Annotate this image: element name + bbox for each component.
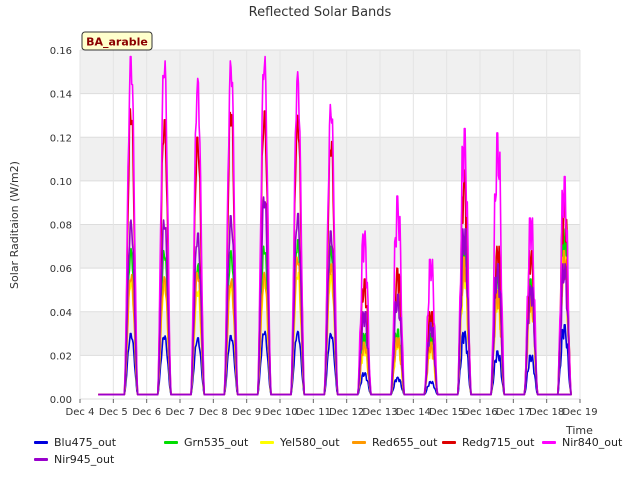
x-tick-label: Dec 14 <box>396 407 431 418</box>
chart-title: Reflected Solar Bands <box>249 5 392 20</box>
y-tick-label: 0.14 <box>50 90 72 101</box>
x-tick-label: Dec 16 <box>462 407 497 418</box>
legend-swatch <box>34 441 48 444</box>
legend-swatch <box>352 441 366 444</box>
badge-box <box>81 31 153 51</box>
legend-label: Nir840_out <box>562 436 623 449</box>
x-tick-label: Dec 10 <box>262 407 297 418</box>
legend-item: Grn535_out <box>164 436 248 449</box>
legend-swatch <box>442 441 456 444</box>
legend-label: Yel580_out <box>280 436 340 449</box>
x-tick-label: Dec 8 <box>199 407 228 418</box>
x-tick-label: Dec 9 <box>232 407 261 418</box>
x-tick-label: Dec 6 <box>132 407 161 418</box>
x-tick-label: Dec 5 <box>99 407 128 418</box>
x-tick-label: Dec 19 <box>562 407 597 418</box>
y-axis-label: Solar Raditaion (W/m2) <box>8 161 21 289</box>
y-tick-label: 0.10 <box>50 177 72 188</box>
x-tick-label: Dec 11 <box>296 407 331 418</box>
legend-label: Redg715_out <box>462 436 535 449</box>
x-tick-label: Dec 18 <box>529 407 564 418</box>
y-axis-ticks: 0.00 0.02 0.04 0.06 0.08 0.10 0.12 0.14 0.16 <box>50 46 72 406</box>
y-tick-label: 0.04 <box>50 308 72 319</box>
x-axis-label: Time <box>565 424 593 437</box>
x-tick-label: Dec 12 <box>329 407 364 418</box>
x-tick-label: Dec 7 <box>166 407 195 418</box>
legend-item: Blu475_out <box>34 436 116 449</box>
legend-swatch <box>164 441 178 444</box>
y-tick-label: 0.08 <box>50 221 72 232</box>
legend-item: Redg715_out <box>442 436 534 449</box>
x-tick-label: Dec 13 <box>362 407 397 418</box>
legend-label: Red655_out <box>372 436 438 449</box>
badge-label: BA_arable <box>86 36 148 49</box>
legend-label: Nir945_out <box>54 453 115 466</box>
x-tick-label: Dec 15 <box>429 407 464 418</box>
x-tick-label: Dec 4 <box>66 407 95 418</box>
x-tick-label: Dec 17 <box>496 407 531 418</box>
legend-item: Yel580_out <box>260 436 340 449</box>
x-axis-ticks: Dec 4 Dec 5 Dec 6 Dec 7 Dec 8 Dec 9 Dec 10Dec … <box>66 399 598 418</box>
legend-swatch <box>542 441 556 444</box>
legend-swatch <box>34 458 48 461</box>
legend-label: Grn535_out <box>184 436 249 449</box>
badge: BA_arable <box>81 31 153 51</box>
y-tick-label: 0.00 <box>50 395 72 406</box>
grid-band <box>80 50 580 94</box>
legend-item: Nir945_out <box>34 453 114 466</box>
series-line-nir945_out <box>98 196 572 396</box>
y-tick-label: 0.02 <box>50 351 72 362</box>
series-layer <box>98 55 572 396</box>
legend-item: Nir840_out <box>542 436 622 449</box>
y-tick-label: 0.16 <box>50 46 72 57</box>
legend-item: Red655_out <box>352 436 437 449</box>
legend-swatch <box>260 441 274 444</box>
y-tick-label: 0.12 <box>50 133 72 144</box>
y-tick-label: 0.06 <box>50 264 72 275</box>
legend-label: Blu475_out <box>54 436 117 449</box>
